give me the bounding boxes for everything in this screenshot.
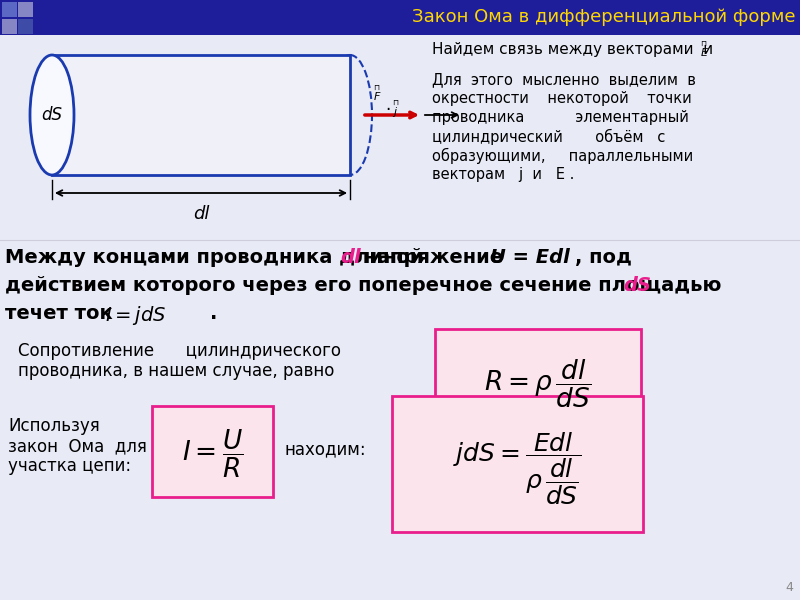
- Text: dl: dl: [340, 248, 361, 267]
- Ellipse shape: [30, 55, 74, 175]
- Text: находим:: находим:: [285, 440, 366, 458]
- FancyBboxPatch shape: [392, 396, 643, 532]
- Text: , под: , под: [575, 248, 632, 267]
- Text: Используя: Используя: [8, 417, 100, 435]
- Text: $jdS = \dfrac{Edl}{\rho\,\dfrac{dl}{dS}}$: $jdS = \dfrac{Edl}{\rho\,\dfrac{dl}{dS}}…: [453, 431, 582, 508]
- Text: закон  Ома  для: закон Ома для: [8, 437, 147, 455]
- Text: .: .: [386, 96, 390, 114]
- Text: проводника           элементарный: проводника элементарный: [432, 110, 689, 125]
- FancyBboxPatch shape: [18, 19, 33, 34]
- FancyBboxPatch shape: [2, 2, 17, 17]
- Text: $\overset{\sqcap}{F}$: $\overset{\sqcap}{F}$: [373, 83, 382, 103]
- Text: напряжение: напряжение: [357, 248, 510, 267]
- Text: $\overset{\sqcap}{j}$: $\overset{\sqcap}{j}$: [392, 98, 400, 119]
- Text: течет ток: течет ток: [5, 304, 126, 323]
- FancyBboxPatch shape: [0, 35, 800, 600]
- FancyBboxPatch shape: [435, 329, 641, 430]
- Text: U = Edl: U = Edl: [490, 248, 570, 267]
- Text: 4: 4: [785, 581, 793, 594]
- Text: образующими,     параллельными: образующими, параллельными: [432, 148, 694, 164]
- Text: окрестности    некоторой    точки: окрестности некоторой точки: [432, 91, 692, 106]
- Text: участка цепи:: участка цепи:: [8, 457, 131, 475]
- Text: dS: dS: [42, 106, 62, 124]
- Text: $I = \dfrac{U}{R}$: $I = \dfrac{U}{R}$: [182, 427, 243, 479]
- Text: .: .: [210, 304, 218, 323]
- Text: Закон Ома в дифференциальной форме: Закон Ома в дифференциальной форме: [411, 8, 795, 26]
- FancyBboxPatch shape: [2, 19, 17, 34]
- FancyBboxPatch shape: [152, 406, 273, 497]
- Text: $\overset{\sqcap}{E}$: $\overset{\sqcap}{E}$: [700, 40, 709, 59]
- Text: $I = jdS$: $I = jdS$: [105, 304, 166, 327]
- Text: проводника, в нашем случае, равно: проводника, в нашем случае, равно: [18, 362, 334, 380]
- Text: Для  этого  мысленно  выделим  в: Для этого мысленно выделим в: [432, 72, 696, 87]
- Text: dl: dl: [193, 205, 209, 223]
- Text: $R = \rho\,\dfrac{dl}{dS}$: $R = \rho\,\dfrac{dl}{dS}$: [484, 358, 592, 410]
- Text: Найдем связь между векторами  и: Найдем связь между векторами и: [432, 42, 723, 57]
- Text: Между концами проводника длиной: Между концами проводника длиной: [5, 248, 430, 267]
- FancyBboxPatch shape: [52, 55, 350, 175]
- FancyBboxPatch shape: [0, 0, 800, 35]
- Text: векторам   j  и   E .: векторам j и E .: [432, 167, 574, 182]
- Text: цилиндрический       объём   с: цилиндрический объём с: [432, 129, 666, 145]
- Text: dS: dS: [623, 276, 651, 295]
- Text: Сопротивление      цилиндрического: Сопротивление цилиндрического: [18, 342, 341, 360]
- Text: действием которого через его поперечное сечение площадью: действием которого через его поперечное …: [5, 276, 728, 295]
- FancyBboxPatch shape: [18, 2, 33, 17]
